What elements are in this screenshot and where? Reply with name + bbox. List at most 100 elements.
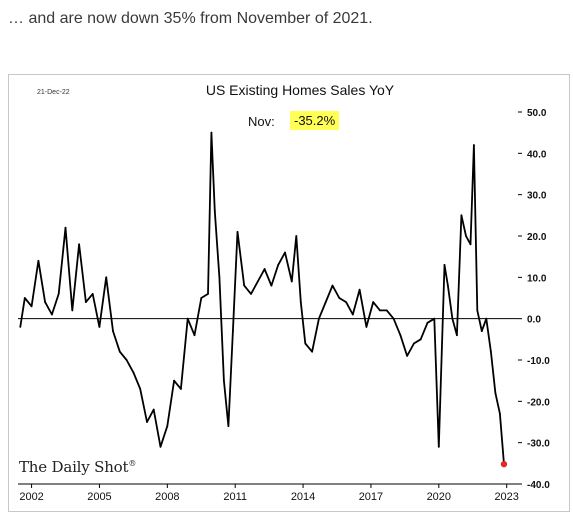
- data-point: [443, 264, 446, 266]
- y-tick-label: 20.0: [527, 232, 547, 243]
- x-tick-label: 2014: [291, 491, 315, 503]
- data-point: [152, 408, 155, 411]
- data-point: [419, 338, 422, 341]
- data-point: [290, 280, 293, 283]
- data-point: [365, 326, 368, 328]
- data-point: [173, 379, 176, 382]
- data-point: [200, 297, 203, 299]
- data-point: [345, 301, 347, 304]
- data-point: [295, 235, 298, 237]
- data-point: [299, 301, 302, 304]
- y-tick-label: -20.0: [527, 397, 550, 408]
- data-point: [186, 317, 189, 320]
- data-point: [57, 292, 60, 295]
- x-tick-label: 2008: [155, 491, 179, 503]
- data-point: [433, 317, 436, 320]
- data-point: [311, 350, 314, 353]
- data-point: [499, 412, 501, 415]
- data-point: [446, 284, 449, 287]
- data-point: [218, 276, 221, 279]
- data-point: [243, 284, 246, 287]
- data-point: [406, 354, 409, 357]
- data-point: [30, 305, 33, 308]
- data-point: [84, 301, 87, 304]
- x-axis: 2002 2005 2008 2011 2014 2017 2020 2023: [18, 483, 519, 503]
- daily-shot-logo: The Daily Shot®: [19, 458, 136, 476]
- data-point: [125, 359, 128, 361]
- data-point: [372, 301, 375, 304]
- data-point: [222, 379, 225, 382]
- caption: … and are now down 35% from November of …: [8, 10, 373, 27]
- data-point: [166, 425, 169, 428]
- data-point: [105, 276, 108, 279]
- y-tick-label: -30.0: [527, 439, 550, 450]
- data-point: [480, 330, 483, 332]
- logo-mark: ®: [128, 459, 137, 468]
- y-axis: 50.0 40.0 30.0 20.0 10.0 0.0 -10.0 -20.0 -30.0 -4…: [518, 108, 550, 491]
- data-point: [227, 425, 230, 428]
- data-point: [379, 309, 381, 312]
- x-tick-label: 2023: [494, 491, 518, 503]
- data-point: [324, 301, 327, 304]
- y-tick-label: -40.0: [527, 480, 550, 491]
- data-point: [270, 284, 273, 287]
- data-point: [437, 445, 440, 448]
- data-point: [78, 243, 80, 246]
- data-point: [37, 259, 40, 262]
- y-tick-label: 30.0: [527, 191, 547, 202]
- data-point: [193, 334, 196, 337]
- chart-datestamp: 21-Dec-22: [37, 89, 70, 96]
- data-point: [351, 313, 354, 316]
- data-point: [385, 309, 388, 312]
- data-point: [210, 131, 213, 134]
- data-point: [304, 342, 307, 345]
- data-point: [465, 235, 467, 237]
- data-point: [159, 445, 162, 448]
- y-tick-label: 10.0: [527, 273, 547, 284]
- data-point: [460, 214, 463, 217]
- series-line: [19, 131, 505, 465]
- data-point: [338, 297, 341, 299]
- data-point: [118, 350, 121, 353]
- data-point: [71, 309, 74, 312]
- y-tick-label: -10.0: [527, 356, 550, 367]
- data-point: [132, 371, 135, 374]
- x-tick-label: 2005: [87, 491, 111, 503]
- data-point: [23, 297, 26, 299]
- data-point: [392, 317, 395, 320]
- data-point: [284, 251, 286, 254]
- data-point: [277, 264, 280, 266]
- latest-reading-value: -35.2%: [290, 111, 340, 130]
- data-point: [263, 268, 266, 270]
- data-point: [207, 292, 209, 295]
- latest-reading-label: Nov:: [248, 114, 275, 129]
- data-point: [494, 392, 497, 394]
- data-point: [451, 317, 454, 320]
- data-point: [139, 388, 142, 390]
- x-tick-label: 2002: [19, 491, 43, 503]
- data-point: [476, 309, 479, 312]
- y-tick-label: 40.0: [527, 149, 547, 160]
- data-point: [112, 330, 114, 332]
- data-point: [485, 317, 488, 320]
- y-tick-label: 50.0: [527, 108, 547, 119]
- y-tick-label: 0.0: [527, 315, 541, 326]
- data-point: [256, 280, 259, 283]
- data-point: [426, 321, 429, 324]
- data-point: [331, 284, 334, 287]
- data-point: [489, 350, 492, 353]
- data-point: [236, 230, 239, 233]
- data-point: [44, 301, 47, 304]
- data-point: [456, 334, 458, 337]
- series-layer: [18, 131, 518, 468]
- data-point: [250, 292, 252, 295]
- data-point: [91, 292, 94, 295]
- x-tick-label: 2011: [223, 491, 247, 503]
- data-point: [213, 210, 216, 213]
- data-point: [179, 388, 182, 390]
- data-point: [146, 421, 148, 423]
- data-point: [399, 334, 402, 337]
- data-point: [98, 326, 101, 328]
- x-tick-label: 2017: [359, 491, 383, 503]
